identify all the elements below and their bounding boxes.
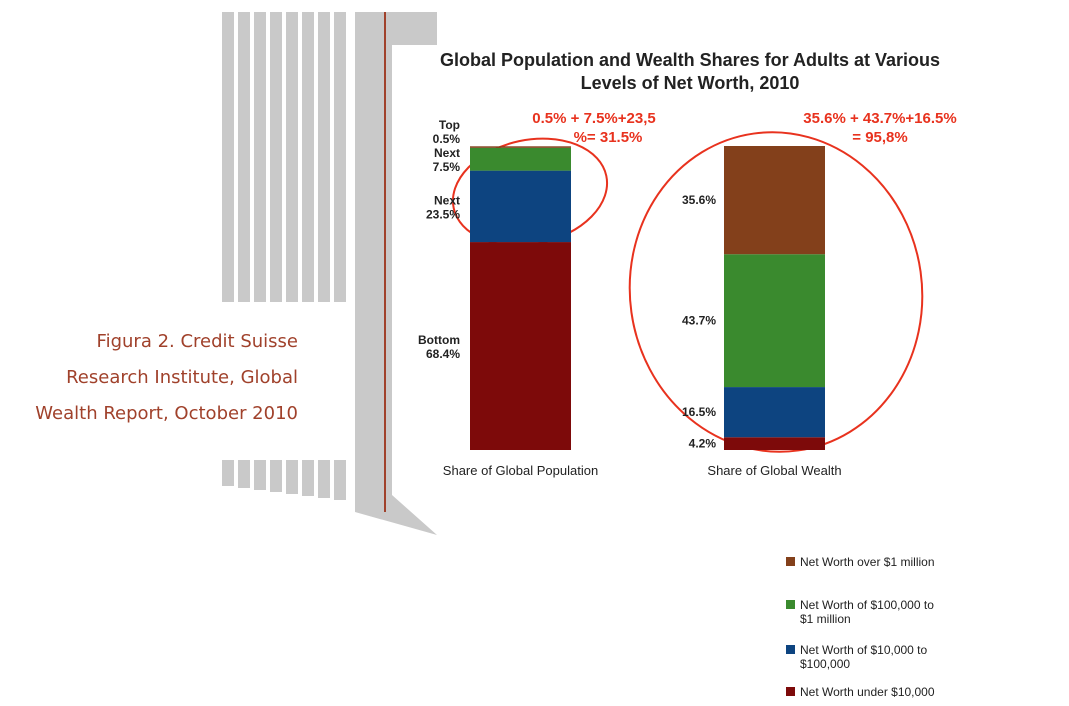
value-label: 35.6% [682,193,716,207]
legend-swatch [786,645,795,654]
caption: Research Institute, Global [66,367,298,388]
value-label: Bottom 68.4% [418,333,460,361]
x-tick-label: Share of Global Population [443,463,598,478]
bar-segment [724,437,825,450]
value-label: Next 23.5% [426,193,460,221]
caption: Wealth Report, October 2010 [35,403,298,424]
legend-swatch [786,557,795,566]
chart-title: Global Population and Wealth Shares for … [440,50,940,93]
bar-segment [470,242,571,450]
annotation: = 95,8% [852,129,907,146]
value-label: Next 7.5% [433,146,461,174]
annotation: 35.6% + 43.7%+16.5% [803,110,956,127]
bar-segment [470,147,571,171]
value-label: 16.5% [682,405,716,419]
bar-segment [724,254,825,388]
decoration [222,12,437,535]
annotation: 0.5% + 7.5%+23,5 [532,110,655,127]
value-label: Top 0.5% [433,118,461,146]
bar-segment [724,387,825,438]
legend-label: Net Worth under $10,000 [800,685,935,699]
caption: Figura 2. Credit Suisse [97,331,298,352]
x-tick-label: Share of Global Wealth [707,463,841,478]
legend-swatch [786,600,795,609]
bar-segment [470,170,571,243]
legend-label: Net Worth of $100,000 to $1 million [800,598,934,626]
bar-segment [724,146,825,255]
bar-segment [470,146,571,148]
legend-label: Net Worth over $1 million [800,555,935,569]
value-label: 43.7% [682,314,716,328]
annotation: %= 31.5% [574,129,643,146]
legend-swatch [786,687,795,696]
legend-label: Net Worth of $10,000 to $100,000 [800,643,928,671]
value-label: 4.2% [689,437,717,451]
